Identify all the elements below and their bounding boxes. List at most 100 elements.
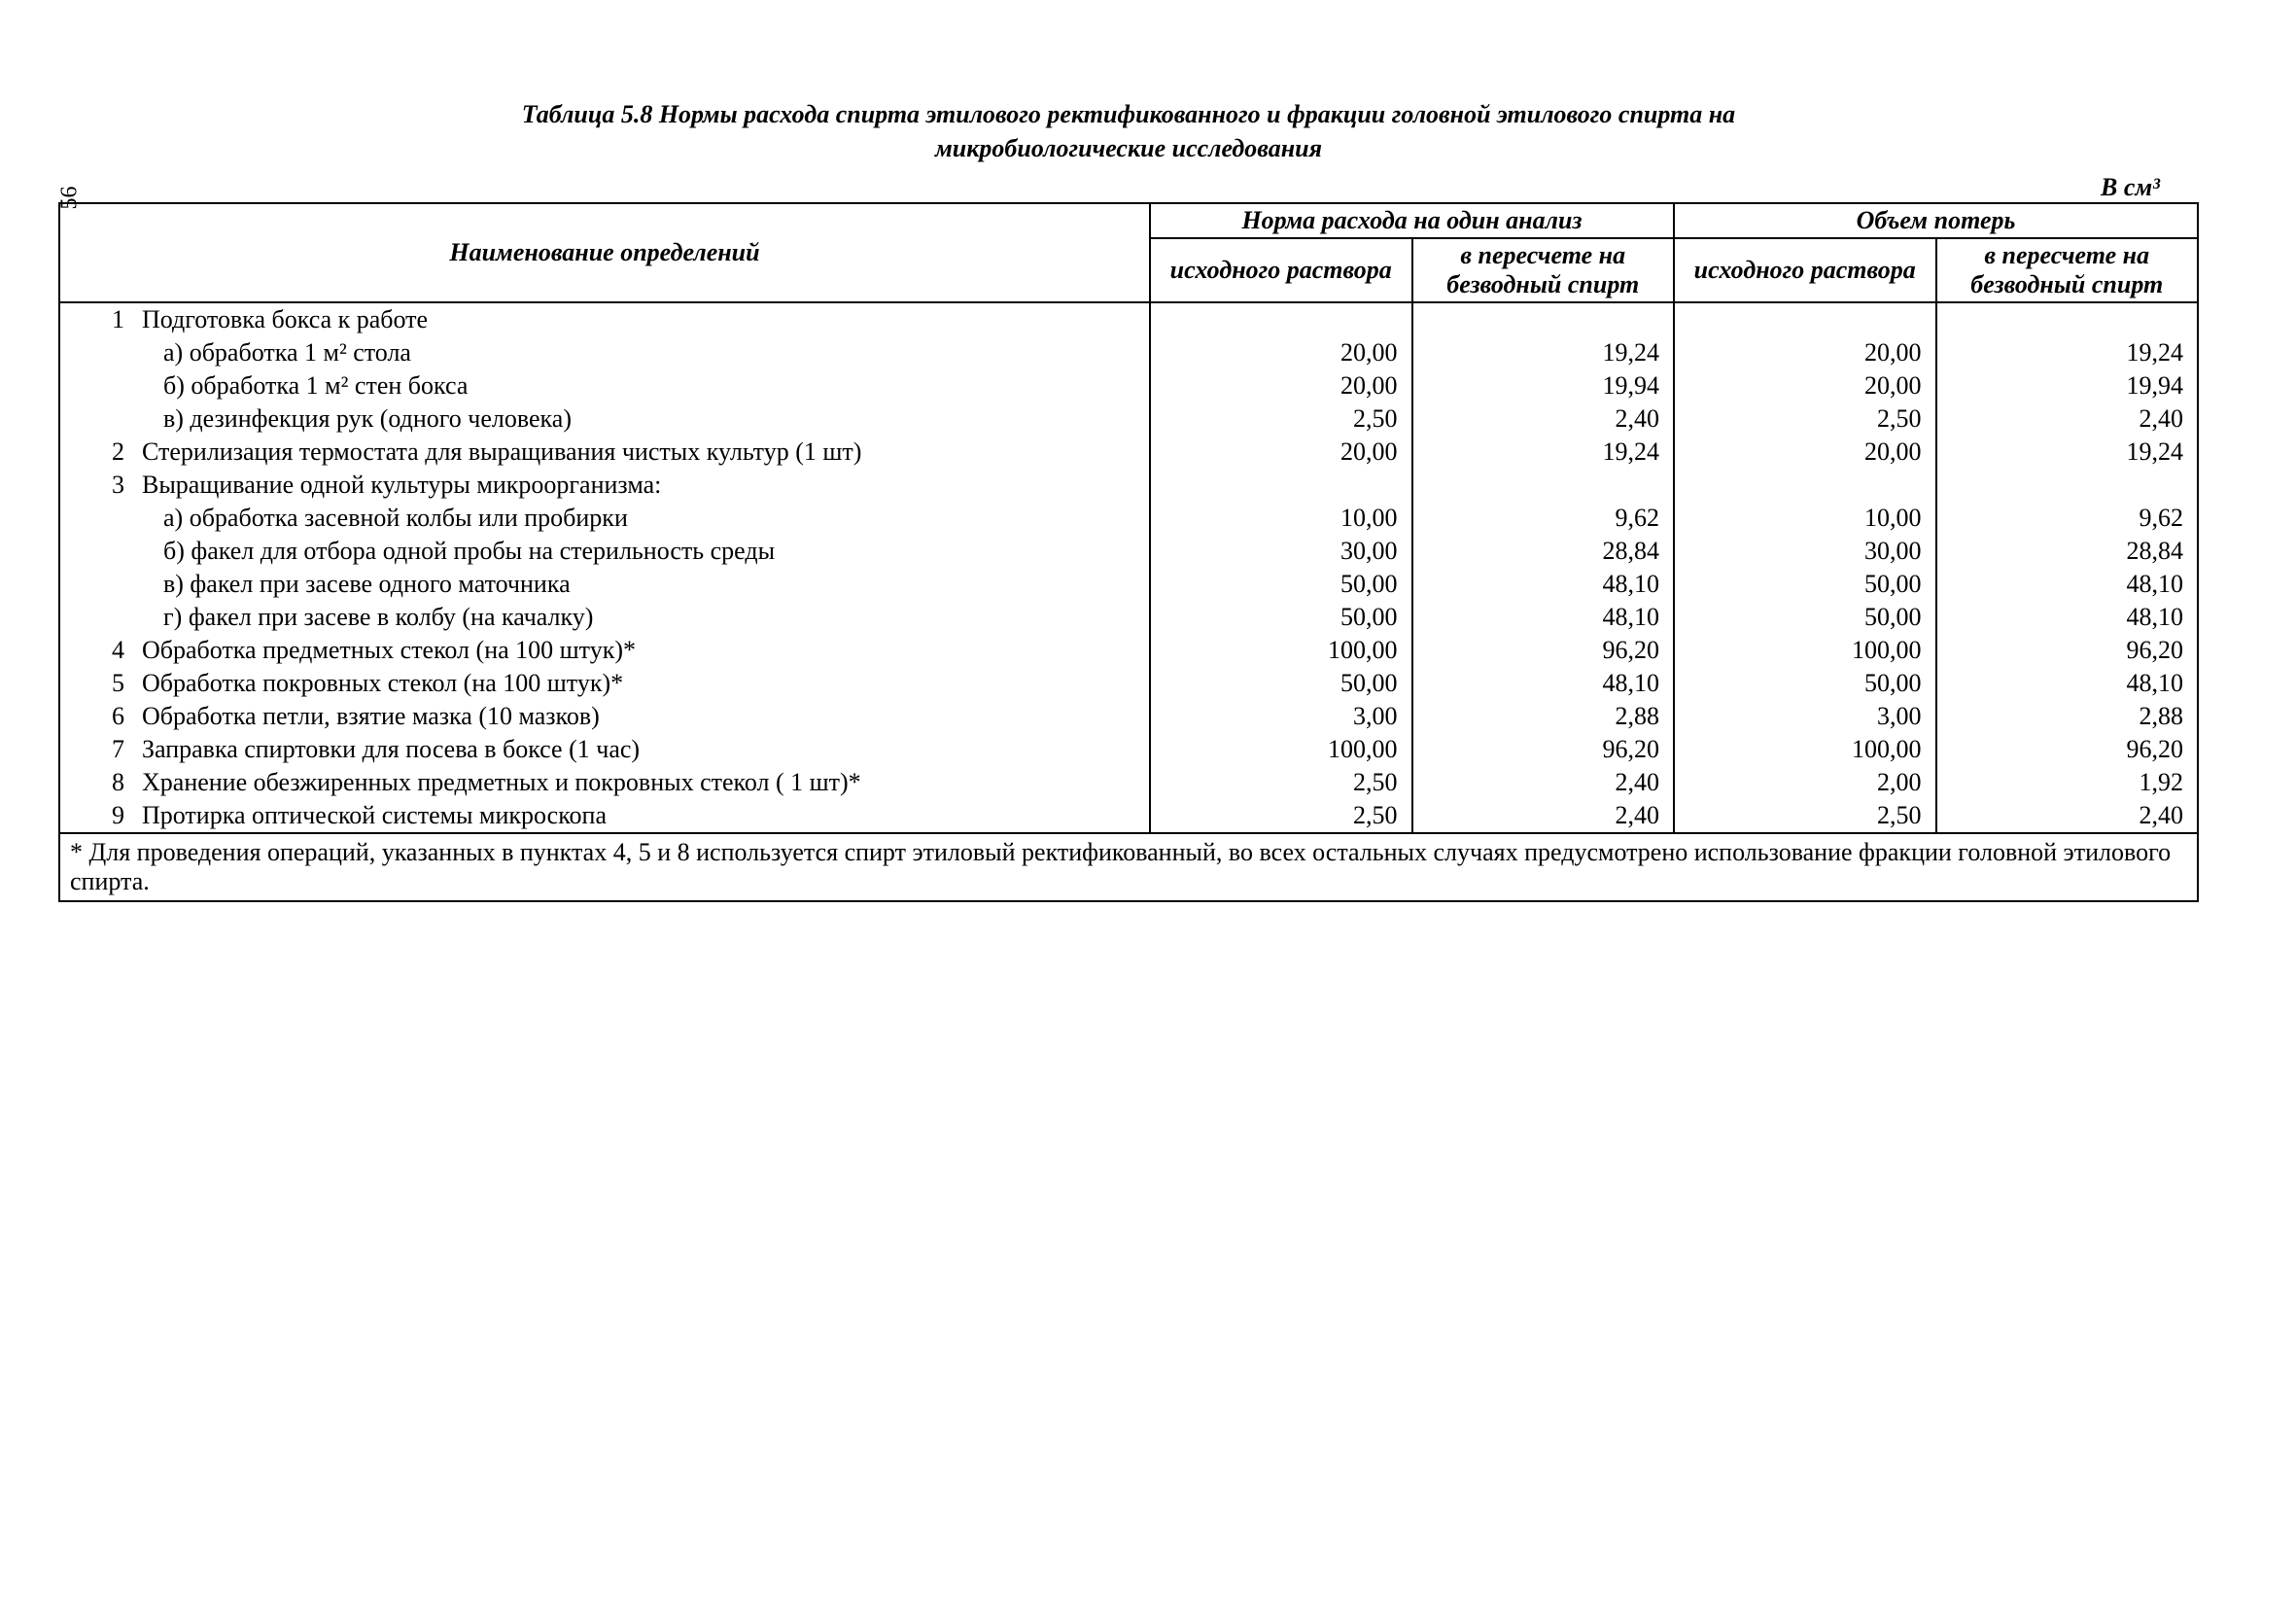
- table-row: 7Заправка спиртовки для посева в боксе (…: [59, 733, 2198, 766]
- row-value: 10,00: [1674, 502, 1936, 535]
- row-number: [59, 535, 134, 568]
- table-row: 1Подготовка бокса к работе: [59, 302, 2198, 336]
- row-value: 100,00: [1150, 634, 1412, 667]
- row-value: [1150, 469, 1412, 502]
- row-value: [1412, 302, 1675, 336]
- row-value: 50,00: [1150, 601, 1412, 634]
- unit-label: В см³: [58, 173, 2160, 202]
- row-number: [59, 568, 134, 601]
- row-value: 100,00: [1674, 733, 1936, 766]
- row-value: 50,00: [1150, 568, 1412, 601]
- row-value: 20,00: [1150, 369, 1412, 402]
- page-number: 56: [57, 187, 84, 210]
- row-value: 9,62: [1936, 502, 2199, 535]
- row-value: 2,40: [1936, 402, 2199, 436]
- row-name: Обработка покровных стекол (на 100 штук)…: [134, 667, 1150, 700]
- table-row: г) факел при засеве в колбу (на качалку)…: [59, 601, 2198, 634]
- table-row: 4Обработка предметных стекол (на 100 шту…: [59, 634, 2198, 667]
- row-value: 96,20: [1936, 733, 2199, 766]
- row-value: 9,62: [1412, 502, 1675, 535]
- row-value: [1936, 302, 2199, 336]
- row-value: 96,20: [1412, 634, 1675, 667]
- table-row: а) обработка 1 м² стола20,0019,2420,0019…: [59, 336, 2198, 369]
- row-name: Хранение обезжиренных предметных и покро…: [134, 766, 1150, 799]
- table-row: б) обработка 1 м² стен бокса20,0019,9420…: [59, 369, 2198, 402]
- table-row: 5Обработка покровных стекол (на 100 штук…: [59, 667, 2198, 700]
- row-value: 19,24: [1412, 436, 1675, 469]
- row-name: б) факел для отбора одной пробы на стери…: [134, 535, 1150, 568]
- row-name: Выращивание одной культуры микроорганизм…: [134, 469, 1150, 502]
- row-number: 9: [59, 799, 134, 833]
- row-value: 28,84: [1936, 535, 2199, 568]
- row-value: 19,94: [1936, 369, 2199, 402]
- row-number: 2: [59, 436, 134, 469]
- row-value: [1674, 469, 1936, 502]
- row-value: 28,84: [1412, 535, 1675, 568]
- row-name: Подготовка бокса к работе: [134, 302, 1150, 336]
- row-name: Протирка оптической системы микроскопа: [134, 799, 1150, 833]
- row-value: 20,00: [1150, 336, 1412, 369]
- table-row: б) факел для отбора одной пробы на стери…: [59, 535, 2198, 568]
- table-body: 1Подготовка бокса к работеа) обработка 1…: [59, 302, 2198, 901]
- header-sub-1: исходного раствора: [1150, 238, 1412, 302]
- row-value: 2,88: [1412, 700, 1675, 733]
- row-value: 2,50: [1150, 766, 1412, 799]
- table-header: Наименование определений Норма расхода н…: [59, 203, 2198, 302]
- row-value: 2,50: [1674, 402, 1936, 436]
- row-number: 7: [59, 733, 134, 766]
- table-row: 6Обработка петли, взятие мазка (10 мазко…: [59, 700, 2198, 733]
- row-value: 2,50: [1674, 799, 1936, 833]
- row-value: 100,00: [1150, 733, 1412, 766]
- row-value: 50,00: [1150, 667, 1412, 700]
- row-name: а) обработка 1 м² стола: [134, 336, 1150, 369]
- row-value: 50,00: [1674, 568, 1936, 601]
- row-number: [59, 402, 134, 436]
- row-value: 20,00: [1674, 369, 1936, 402]
- row-value: [1936, 469, 2199, 502]
- row-value: 1,92: [1936, 766, 2199, 799]
- row-value: 2,88: [1936, 700, 2199, 733]
- row-value: 2,50: [1150, 799, 1412, 833]
- row-value: 30,00: [1150, 535, 1412, 568]
- row-name: г) факел при засеве в колбу (на качалку): [134, 601, 1150, 634]
- table-row: 9Протирка оптической системы микроскопа2…: [59, 799, 2198, 833]
- row-number: [59, 502, 134, 535]
- row-value: 2,50: [1150, 402, 1412, 436]
- title-line-2: микробиологические исследования: [935, 134, 1322, 162]
- table-title: Таблица 5.8 Нормы расхода спирта этилово…: [205, 97, 2052, 165]
- row-value: 96,20: [1936, 634, 2199, 667]
- row-name: в) дезинфекция рук (одного человека): [134, 402, 1150, 436]
- row-value: 19,24: [1936, 436, 2199, 469]
- row-value: 30,00: [1674, 535, 1936, 568]
- row-name: Обработка петли, взятие мазка (10 мазков…: [134, 700, 1150, 733]
- row-value: 48,10: [1936, 601, 2199, 634]
- row-value: 20,00: [1674, 436, 1936, 469]
- row-value: 3,00: [1150, 700, 1412, 733]
- row-name: в) факел при засеве одного маточника: [134, 568, 1150, 601]
- header-group-2: Объем потерь: [1674, 203, 2198, 238]
- row-number: 8: [59, 766, 134, 799]
- row-name: Заправка спиртовки для посева в боксе (1…: [134, 733, 1150, 766]
- header-sub-4: в пересчете на безводный спирт: [1936, 238, 2199, 302]
- table-footnote: * Для проведения операций, указанных в п…: [59, 833, 2198, 901]
- table-row: в) дезинфекция рук (одного человека)2,50…: [59, 402, 2198, 436]
- table-row: в) факел при засеве одного маточника50,0…: [59, 568, 2198, 601]
- table-row: 2Стерилизация термостата для выращивания…: [59, 436, 2198, 469]
- row-name: а) обработка засевной колбы или пробирки: [134, 502, 1150, 535]
- row-value: [1674, 302, 1936, 336]
- row-value: 100,00: [1674, 634, 1936, 667]
- table-row: 8Хранение обезжиренных предметных и покр…: [59, 766, 2198, 799]
- row-value: 2,40: [1412, 766, 1675, 799]
- row-value: 19,24: [1412, 336, 1675, 369]
- header-sub-3: исходного раствора: [1674, 238, 1936, 302]
- header-name: Наименование определений: [59, 203, 1150, 302]
- row-value: 50,00: [1674, 667, 1936, 700]
- row-value: 3,00: [1674, 700, 1936, 733]
- row-value: 50,00: [1674, 601, 1936, 634]
- row-name: Стерилизация термостата для выращивания …: [134, 436, 1150, 469]
- row-value: 2,40: [1412, 799, 1675, 833]
- row-number: 3: [59, 469, 134, 502]
- row-value: 2,40: [1412, 402, 1675, 436]
- row-number: 1: [59, 302, 134, 336]
- row-value: [1412, 469, 1675, 502]
